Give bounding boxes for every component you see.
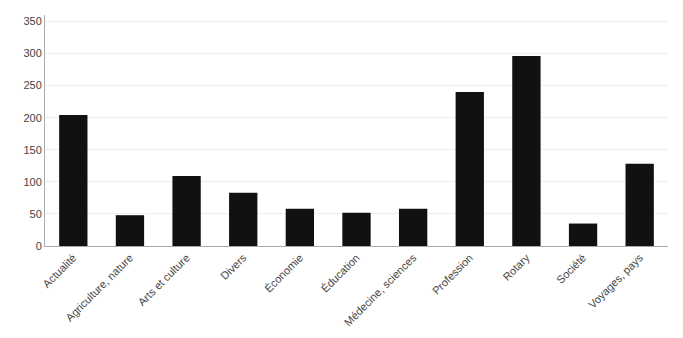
svg-text:100: 100	[23, 176, 41, 188]
svg-text:Voyages, pays: Voyages, pays	[586, 251, 645, 310]
svg-text:150: 150	[23, 144, 41, 156]
svg-text:300: 300	[23, 47, 41, 59]
svg-text:Arts et culture: Arts et culture	[135, 252, 191, 308]
svg-text:Actualité: Actualité	[40, 252, 78, 290]
svg-text:Économie: Économie	[262, 252, 305, 295]
svg-text:250: 250	[23, 79, 41, 91]
svg-text:Profession: Profession	[430, 252, 475, 297]
svg-text:Agriculture, nature: Agriculture, nature	[63, 252, 135, 324]
svg-text:0: 0	[36, 240, 42, 252]
svg-text:Société: Société	[554, 252, 588, 286]
svg-text:Divers: Divers	[218, 251, 249, 282]
svg-text:350: 350	[23, 15, 41, 27]
svg-text:Médecine, sciences: Médecine, sciences	[342, 251, 419, 328]
svg-text:Éducation: Éducation	[319, 252, 362, 295]
svg-text:200: 200	[23, 112, 41, 124]
svg-text:50: 50	[30, 208, 42, 220]
svg-text:Rotary: Rotary	[500, 251, 532, 283]
